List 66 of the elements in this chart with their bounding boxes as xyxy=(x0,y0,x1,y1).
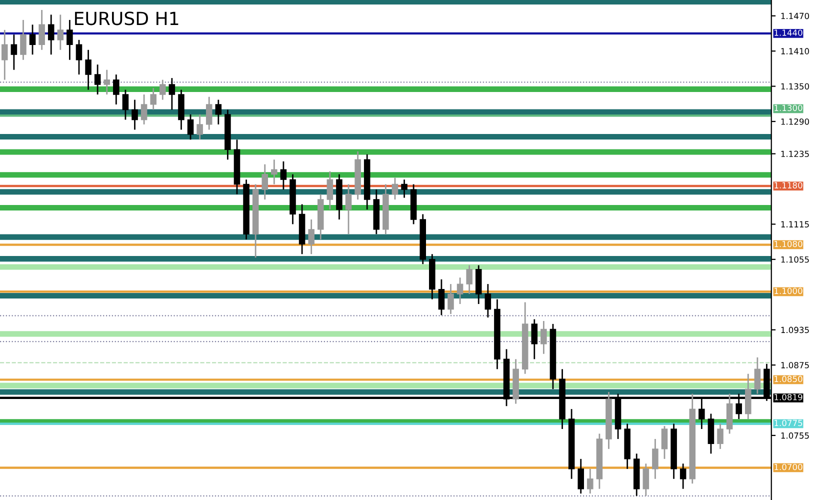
ref-line-label: 1.0775 xyxy=(774,420,802,426)
candlestick xyxy=(132,99,138,130)
candlestick xyxy=(401,178,408,198)
candlestick xyxy=(66,19,73,61)
candlestick xyxy=(531,318,538,360)
y-tick-label: 1.0875 xyxy=(781,362,809,368)
candlestick xyxy=(754,356,761,394)
candlestick xyxy=(438,278,445,316)
ref-line-label: 1.0819 xyxy=(774,394,802,400)
candlestick xyxy=(262,164,268,200)
candlestick xyxy=(680,462,686,490)
y-tick-label: 1.0755 xyxy=(781,432,809,439)
ref-line-label: 1.1180 xyxy=(774,182,802,188)
candlestick xyxy=(104,69,110,96)
y-tick-label: 1.1290 xyxy=(781,118,810,125)
ref-line-label: 1.1000 xyxy=(774,288,802,294)
y-tick-label: 1.1115 xyxy=(781,221,809,228)
candlestick xyxy=(717,423,724,450)
y-tick-label: 1.1410 xyxy=(781,48,810,54)
candlestick xyxy=(642,462,650,497)
candlestick xyxy=(196,114,203,140)
candlestick xyxy=(48,14,54,56)
ref-line-label: 1.1080 xyxy=(774,240,802,248)
candlestick xyxy=(20,19,26,61)
candlestick xyxy=(57,14,64,51)
candlestick xyxy=(280,160,287,190)
candlestick xyxy=(345,184,352,235)
candlestick xyxy=(271,158,278,185)
candlestick xyxy=(140,94,148,126)
candlestick xyxy=(160,79,166,100)
candlestick xyxy=(29,24,36,56)
candlestick xyxy=(448,283,454,315)
ref-line-label: 1.0850 xyxy=(774,376,802,382)
candlestick xyxy=(85,49,92,90)
candlestick xyxy=(215,99,222,126)
candlestick xyxy=(122,89,129,120)
y-tick-label: 1.1470 xyxy=(781,12,810,20)
candlestick xyxy=(168,77,176,110)
y-tick-label: 1.1350 xyxy=(781,83,810,90)
candlestick xyxy=(587,468,594,494)
candlestick xyxy=(652,438,658,480)
candlestick xyxy=(466,264,472,295)
y-tick-label: 1.1055 xyxy=(781,256,809,263)
text: EURUSD H1 xyxy=(75,12,178,26)
candlestick xyxy=(113,74,120,106)
candlestick xyxy=(540,320,547,355)
candlestick xyxy=(150,87,156,110)
candlestick xyxy=(308,218,314,255)
candlestick xyxy=(326,170,334,210)
candlestick xyxy=(10,34,18,71)
y-tick-label: 1.1235 xyxy=(781,150,809,158)
candlestick xyxy=(38,9,45,51)
ref-line-label: 1.1300 xyxy=(774,104,802,112)
candlestick xyxy=(578,458,584,494)
y-tick-label: 1.0935 xyxy=(781,326,809,334)
candlestick xyxy=(187,114,194,140)
candlestick xyxy=(392,177,398,200)
candlestick xyxy=(206,96,212,130)
candlestick xyxy=(2,29,8,81)
candlestick xyxy=(94,64,101,96)
candlestick xyxy=(456,276,464,305)
candlestick xyxy=(76,39,82,76)
candlestick xyxy=(661,425,668,460)
ref-line-label: 1.0700 xyxy=(774,464,802,470)
ref-line-label: 1.1440 xyxy=(774,30,802,36)
candlestick xyxy=(484,283,492,318)
